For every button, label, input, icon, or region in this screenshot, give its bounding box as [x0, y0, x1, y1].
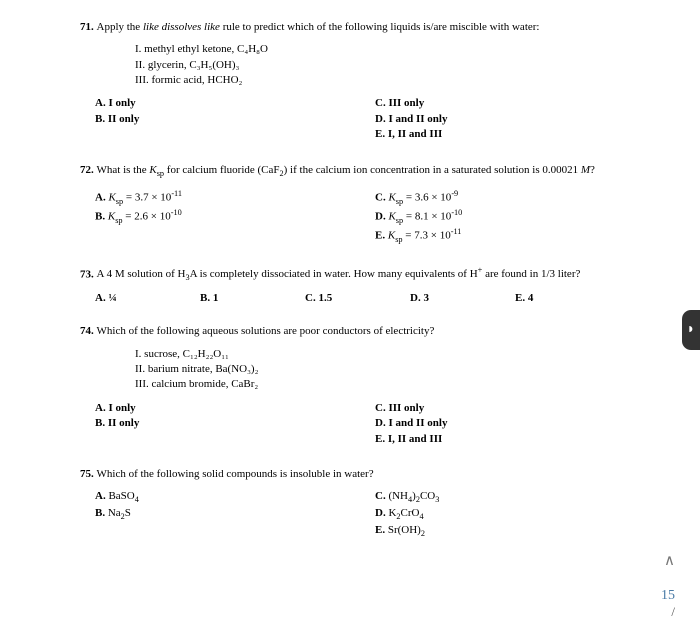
q73-opt-d: D. 3	[410, 292, 515, 304]
q73-stem: 73. A 4 M solution of H3A is completely …	[80, 266, 620, 285]
q71-opt-d: D. I and II only	[375, 112, 620, 127]
q71-opt-c: C. III only	[375, 96, 620, 111]
q74-roman-iii: III. calcium bromide, CaBr₂	[135, 377, 620, 392]
q71-num: 71.	[80, 21, 94, 33]
q71-text: Apply the like dissolves like rule to pr…	[97, 21, 540, 33]
side-tab-icon[interactable]: ◗	[682, 310, 700, 350]
q72-stem: 72. What is the Ksp for calcium fluoride…	[80, 163, 620, 180]
q74-roman-ii: II. barium nitrate, Ba(NO₃)₂	[135, 362, 620, 377]
q75-opt-c: C. (NH4)2CO3	[375, 489, 620, 506]
q71-roman-ii: II. glycerin, C₃H₅(OH)₃	[135, 58, 620, 73]
q74-opt-d: D. I and II only	[375, 416, 620, 431]
q73-text: A 4 M solution of H3A is completely diss…	[97, 268, 581, 280]
q74-opt-b: B. II only	[95, 416, 375, 431]
q71-opt-b: B. II only	[95, 112, 375, 127]
q74-num: 74.	[80, 325, 94, 337]
q72-opt-c: C. Ksp = 3.6 × 10-9	[375, 188, 620, 207]
question-71: 71. Apply the like dissolves like rule t…	[80, 20, 620, 143]
q72-options: A. Ksp = 3.7 × 10-11 B. Ksp = 2.6 × 10-1…	[95, 188, 620, 246]
q73-opt-b: B. 1	[200, 292, 305, 304]
q75-opt-d: D. K2CrO4	[375, 506, 620, 523]
q72-opt-d: D. Ksp = 8.1 × 10-10	[375, 207, 620, 226]
q71-roman-list: I. methyl ethyl ketone, C₄H₈O II. glycer…	[135, 42, 620, 88]
q73-num: 73.	[80, 268, 94, 280]
q71-stem: 71. Apply the like dissolves like rule t…	[80, 20, 620, 34]
q75-text: Which of the following solid compounds i…	[97, 468, 374, 480]
q75-opt-b: B. Na2S	[95, 506, 375, 523]
q72-opt-b: B. Ksp = 2.6 × 10-10	[95, 207, 375, 226]
question-74: 74. Which of the following aqueous solut…	[80, 324, 620, 447]
question-75: 75. Which of the following solid compoun…	[80, 467, 620, 540]
q74-opt-e: E. I, II and III	[375, 432, 620, 447]
q73-opt-e: E. 4	[515, 292, 620, 304]
page-corner: ∧ 15 /	[661, 552, 675, 620]
q72-text: What is the Ksp for calcium fluoride (Ca…	[97, 164, 595, 176]
q73-opt-c: C. 1.5	[305, 292, 410, 304]
caret-up-icon[interactable]: ∧	[661, 552, 675, 570]
q71-options: A. I only B. II only C. III only D. I an…	[95, 96, 620, 142]
question-73: 73. A 4 M solution of H3A is completely …	[80, 266, 620, 305]
q73-options: A. ¼ B. 1 C. 1.5 D. 3 E. 4	[95, 292, 620, 304]
page-number: 15	[661, 588, 675, 604]
q72-opt-a: A. Ksp = 3.7 × 10-11	[95, 188, 375, 207]
q75-opt-a: A. BaSO4	[95, 489, 375, 506]
q72-num: 72.	[80, 164, 94, 176]
q74-roman-i: I. sucrose, C₁₂H₂₂O₁₁	[135, 347, 620, 362]
q73-opt-a: A. ¼	[95, 292, 200, 304]
slash-icon: /	[661, 604, 675, 620]
q74-text: Which of the following aqueous solutions…	[97, 325, 435, 337]
q74-opt-c: C. III only	[375, 401, 620, 416]
q74-roman-list: I. sucrose, C₁₂H₂₂O₁₁ II. barium nitrate…	[135, 347, 620, 393]
q75-opt-e: E. Sr(OH)2	[375, 523, 620, 540]
q71-roman-iii: III. formic acid, HCHO₂	[135, 73, 620, 88]
q71-opt-a: A. I only	[95, 96, 375, 111]
q71-opt-e: E. I, II and III	[375, 127, 620, 142]
q74-stem: 74. Which of the following aqueous solut…	[80, 324, 620, 338]
q74-opt-a: A. I only	[95, 401, 375, 416]
question-72: 72. What is the Ksp for calcium fluoride…	[80, 163, 620, 246]
q75-options: A. BaSO4 B. Na2S C. (NH4)2CO3 D. K2CrO4 …	[95, 489, 620, 539]
q75-num: 75.	[80, 468, 94, 480]
q71-roman-i: I. methyl ethyl ketone, C₄H₈O	[135, 42, 620, 57]
q75-stem: 75. Which of the following solid compoun…	[80, 467, 620, 481]
q72-opt-e: E. Ksp = 7.3 × 10-11	[375, 226, 620, 245]
q74-options: A. I only B. II only C. III only D. I an…	[95, 401, 620, 447]
